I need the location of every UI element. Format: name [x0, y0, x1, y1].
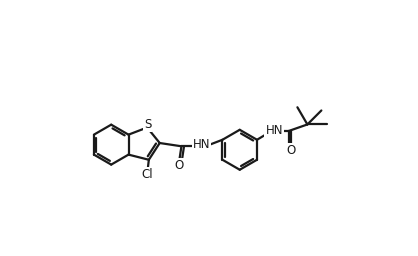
Text: O: O: [286, 144, 296, 157]
Text: S: S: [144, 119, 151, 131]
Text: HN: HN: [265, 124, 283, 137]
Text: O: O: [174, 159, 184, 172]
Text: HN: HN: [193, 138, 210, 152]
Text: Cl: Cl: [142, 168, 153, 181]
